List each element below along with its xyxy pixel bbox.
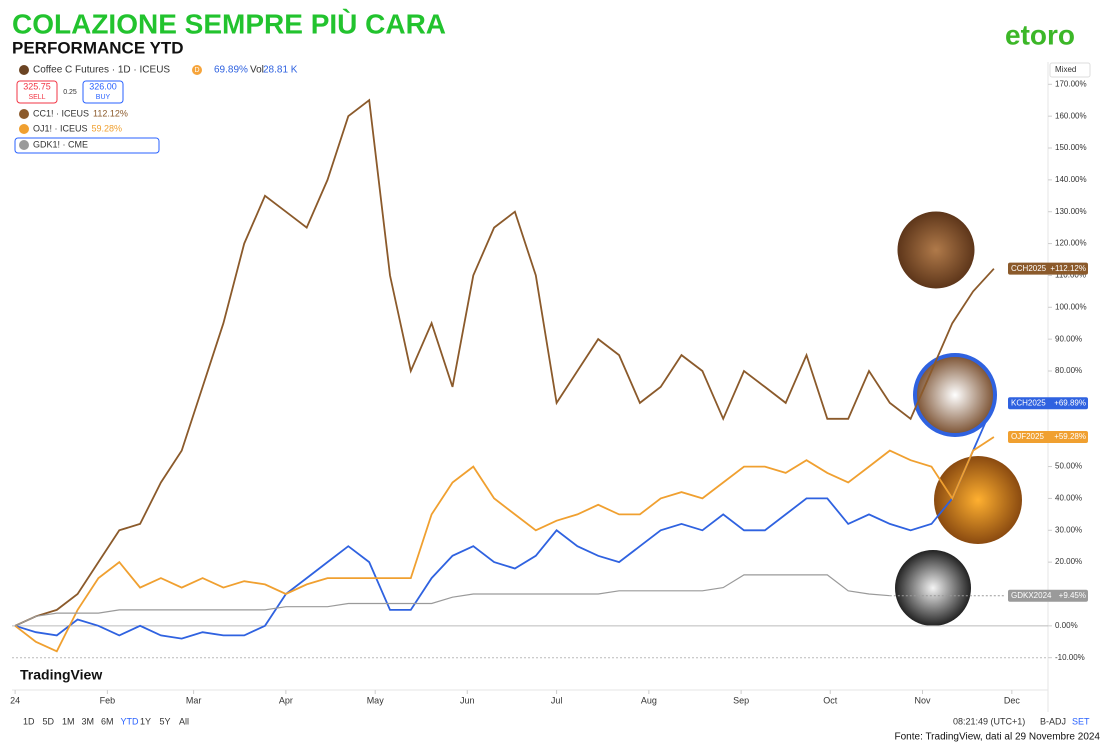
milk-image — [895, 550, 971, 626]
range-button[interactable]: 3M — [82, 716, 95, 726]
coffee-image — [913, 353, 997, 437]
y-tick-label: 40.00% — [1055, 494, 1082, 503]
series-line — [14, 574, 890, 627]
title: COLAZIONE SEMPRE PIÙ CARA — [12, 8, 446, 39]
legend-icon — [19, 140, 29, 150]
orange-image — [934, 456, 1022, 544]
legend-name: CC1! · ICEUS — [33, 108, 89, 118]
x-tick-label: May — [367, 695, 385, 705]
legend-value: 112.12% — [93, 108, 128, 118]
spread: 0.25 — [63, 89, 77, 96]
y-tick-label: 160.00% — [1055, 111, 1087, 120]
range-button[interactable]: 6M — [101, 716, 114, 726]
price-tag — [1008, 262, 1088, 275]
y-tick-label: 150.00% — [1055, 143, 1087, 152]
x-tick-label: Sep — [733, 695, 749, 705]
series-line — [14, 98, 995, 627]
brand: TradingView — [20, 667, 102, 683]
y-tick-label: 90.00% — [1055, 334, 1082, 343]
series-line — [14, 402, 995, 640]
x-tick-label: Feb — [100, 695, 116, 705]
badge — [192, 65, 202, 75]
change: 69.89% — [214, 65, 248, 76]
y-tick-label: -10.00% — [1055, 653, 1085, 662]
buy-label: BUY — [96, 94, 111, 101]
scale-mode: Mixed — [1055, 65, 1076, 74]
range-button[interactable]: 5Y — [160, 716, 171, 726]
tag-value: +112.12% — [1050, 264, 1086, 273]
source: Fonte: TradingView, dati al 29 Novembre … — [895, 732, 1101, 743]
y-tick-label: 130.00% — [1055, 207, 1087, 216]
x-tick-label: Aug — [641, 695, 657, 705]
legend-value: 59.28% — [92, 123, 123, 133]
series-line — [14, 436, 995, 653]
logo: etoro — [1005, 19, 1075, 50]
x-tick-label: Apr — [279, 695, 293, 705]
y-tick-label: 80.00% — [1055, 366, 1082, 375]
y-tick-label: 170.00% — [1055, 79, 1087, 88]
sell-label: SELL — [28, 94, 45, 101]
tag-code: OJF2025 — [1011, 432, 1044, 441]
time: 08:21:49 (UTC+1) — [953, 716, 1025, 726]
vol: 28.81 K — [263, 65, 298, 76]
y-tick-label: 0.00% — [1055, 621, 1078, 630]
tag-code: GDKX2024 — [1011, 591, 1052, 600]
buy-button[interactable] — [82, 80, 124, 104]
x-tick-label: Jun — [460, 695, 475, 705]
y-tick-label: 20.00% — [1055, 557, 1082, 566]
price-tag — [1008, 589, 1088, 602]
scale-button[interactable] — [1049, 62, 1091, 78]
tag-value: +9.45% — [1059, 591, 1086, 600]
y-tick-label: 140.00% — [1055, 175, 1087, 184]
legend-icon — [19, 109, 29, 119]
legend-name: OJ1! · ICEUS — [33, 123, 88, 133]
price-tag — [1008, 397, 1088, 410]
y-tick-label: 120.00% — [1055, 239, 1087, 248]
y-tick-label: 50.00% — [1055, 462, 1082, 471]
symbol-icon — [19, 65, 29, 75]
sell-button[interactable] — [16, 80, 58, 104]
y-tick-label: 100.00% — [1055, 302, 1087, 311]
legend-selected — [14, 137, 160, 154]
sell-price: 325.75 — [23, 81, 51, 91]
cocoa-image — [894, 208, 978, 292]
x-tick-label: 24 — [10, 695, 20, 705]
buy-price: 326.00 — [89, 81, 117, 91]
range-button[interactable]: 1D — [23, 716, 35, 726]
x-tick-label: Nov — [914, 695, 931, 705]
tag-value: +69.89% — [1054, 398, 1086, 407]
x-tick-label: Jul — [551, 695, 563, 705]
y-tick-label: 110.00% — [1055, 271, 1086, 280]
set: SET — [1072, 716, 1090, 726]
y-tick-label: 30.00% — [1055, 525, 1082, 534]
tag-code: KCH2025 — [1011, 398, 1046, 407]
tag-code: CCH2025 — [1011, 264, 1047, 273]
subtitle: PERFORMANCE YTD — [12, 38, 184, 57]
adj: B-ADJ — [1040, 716, 1066, 726]
x-tick-label: Dec — [1004, 695, 1021, 705]
range-button[interactable]: 1M — [62, 716, 75, 726]
badge-text: D — [194, 67, 199, 74]
range-button[interactable]: 5D — [43, 716, 55, 726]
legend-icon — [19, 124, 29, 134]
range-button[interactable]: All — [179, 716, 189, 726]
price-tag — [1008, 431, 1088, 444]
symbol: Coffee C Futures · 1D · ICEUS — [33, 65, 170, 76]
range-button[interactable]: YTD — [121, 716, 140, 726]
x-tick-label: Oct — [823, 695, 838, 705]
range-button[interactable]: 1Y — [140, 716, 151, 726]
x-tick-label: Mar — [186, 695, 202, 705]
legend-name: GDK1! · CME — [33, 139, 88, 149]
tag-value: +59.28% — [1054, 432, 1086, 441]
vol-label: Vol — [250, 65, 264, 76]
